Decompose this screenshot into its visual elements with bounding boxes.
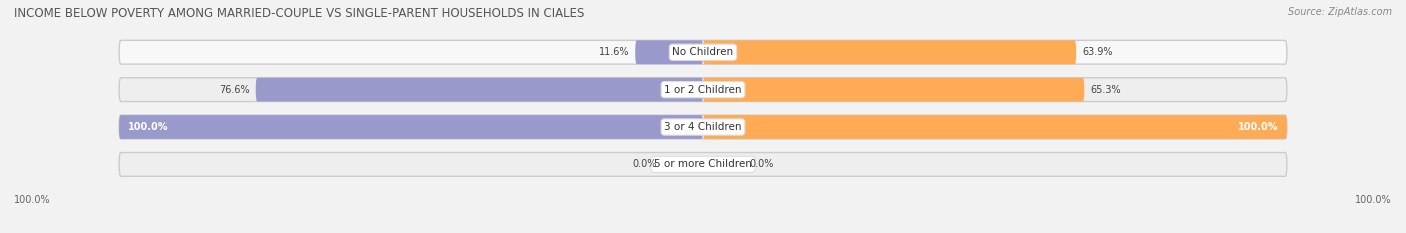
FancyBboxPatch shape	[120, 115, 703, 139]
Text: 100.0%: 100.0%	[14, 195, 51, 205]
Text: 100.0%: 100.0%	[128, 122, 169, 132]
Text: 11.6%: 11.6%	[599, 47, 630, 57]
Text: INCOME BELOW POVERTY AMONG MARRIED-COUPLE VS SINGLE-PARENT HOUSEHOLDS IN CIALES: INCOME BELOW POVERTY AMONG MARRIED-COUPL…	[14, 7, 585, 20]
Text: 100.0%: 100.0%	[1237, 122, 1278, 132]
FancyBboxPatch shape	[703, 115, 1286, 139]
Text: 5 or more Children: 5 or more Children	[654, 159, 752, 169]
Text: 65.3%: 65.3%	[1090, 85, 1121, 95]
FancyBboxPatch shape	[120, 40, 1286, 64]
FancyBboxPatch shape	[120, 153, 1286, 176]
Text: 63.9%: 63.9%	[1083, 47, 1112, 57]
FancyBboxPatch shape	[120, 115, 1286, 139]
FancyBboxPatch shape	[703, 78, 1084, 102]
Text: 0.0%: 0.0%	[631, 159, 657, 169]
FancyBboxPatch shape	[120, 78, 1286, 102]
Text: 76.6%: 76.6%	[219, 85, 250, 95]
FancyBboxPatch shape	[256, 78, 703, 102]
Text: No Children: No Children	[672, 47, 734, 57]
Text: Source: ZipAtlas.com: Source: ZipAtlas.com	[1288, 7, 1392, 17]
Text: 1 or 2 Children: 1 or 2 Children	[664, 85, 742, 95]
FancyBboxPatch shape	[636, 40, 703, 64]
Text: 0.0%: 0.0%	[749, 159, 775, 169]
Text: 3 or 4 Children: 3 or 4 Children	[664, 122, 742, 132]
Text: 100.0%: 100.0%	[1355, 195, 1392, 205]
FancyBboxPatch shape	[703, 40, 1076, 64]
